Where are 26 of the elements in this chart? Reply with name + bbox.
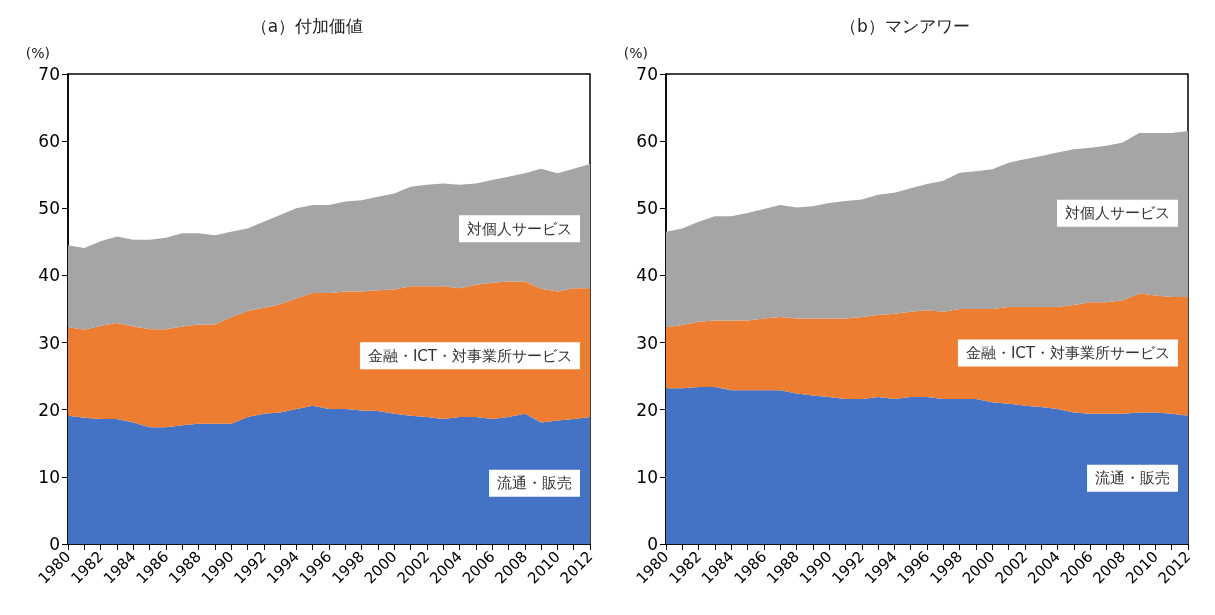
y-axis-title: (%) xyxy=(623,45,648,61)
y-tick-label: 70 xyxy=(636,64,658,84)
y-tick-label: 30 xyxy=(636,332,658,353)
y-tick-label: 0 xyxy=(647,534,658,554)
chart-title: （a）付加価値 xyxy=(250,15,364,36)
series-label: 流通・販売 xyxy=(497,474,572,493)
y-tick-label: 70 xyxy=(38,64,60,84)
y-tick-label: 20 xyxy=(636,399,658,420)
y-tick-label: 60 xyxy=(636,131,658,152)
y-tick-label: 40 xyxy=(38,265,60,286)
series-label: 対個人サービス xyxy=(1065,204,1170,223)
y-tick-label: 0 xyxy=(49,534,60,554)
y-tick-label: 40 xyxy=(636,265,658,286)
series-label: 流通・販売 xyxy=(1095,469,1170,488)
chart-title: （b）マンアワー xyxy=(840,15,970,36)
series-label: 金融・ICT・対事業所サービス xyxy=(367,346,572,365)
y-tick-label: 30 xyxy=(38,332,60,353)
series-label: 金融・ICT・対事業所サービス xyxy=(965,343,1170,362)
y-tick-label: 50 xyxy=(38,198,60,219)
y-tick-label: 10 xyxy=(636,466,658,487)
y-tick-label: 50 xyxy=(636,198,658,219)
y-tick-label: 10 xyxy=(38,466,60,487)
series-label: 対個人サービス xyxy=(467,219,572,238)
y-tick-label: 60 xyxy=(38,131,60,152)
y-axis-title: (%) xyxy=(25,45,50,61)
y-tick-label: 20 xyxy=(38,399,60,420)
